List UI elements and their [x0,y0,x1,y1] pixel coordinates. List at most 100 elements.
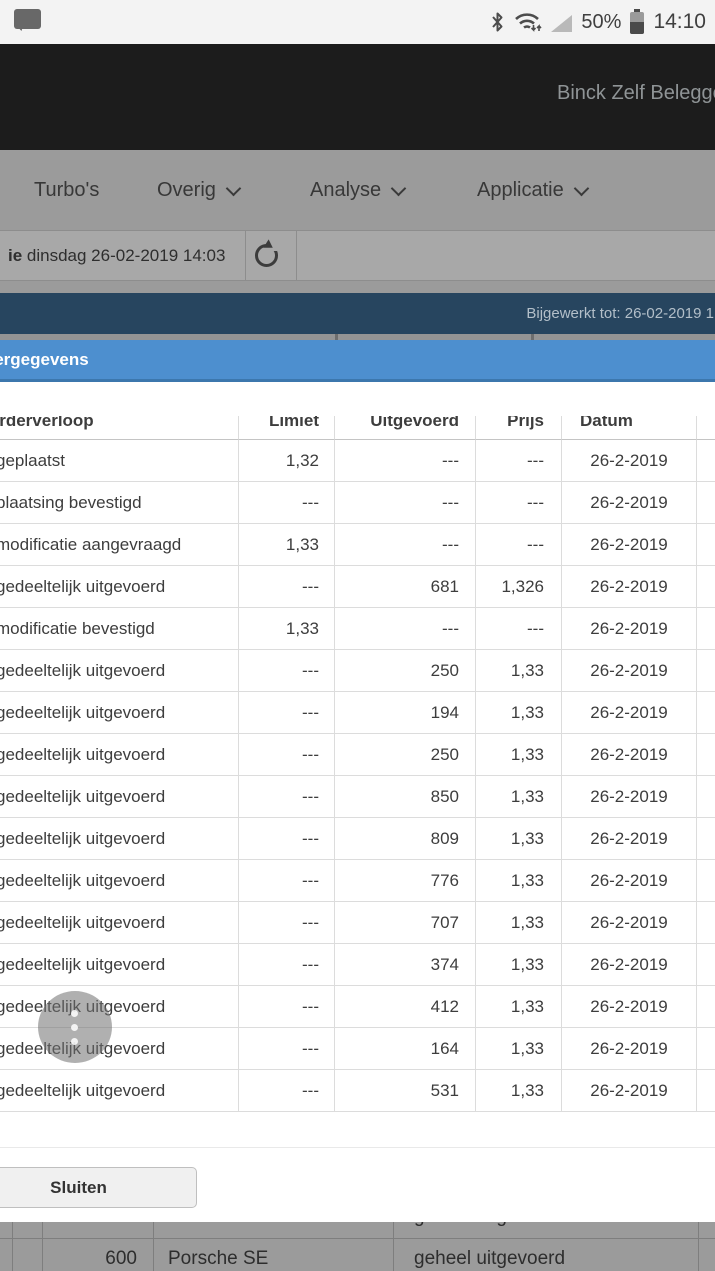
table-cell: 26-2-2019 [562,692,697,734]
table-cell: 26-2-2019 [562,650,697,692]
table-cell: gedeeltelijk uitgevoerd [0,650,239,692]
table-cell: 26-2-2019 [562,1070,697,1112]
table-cell: 250 [335,734,476,776]
column-divider [12,1222,13,1271]
background-partial-row: geheel uitgevoerd [0,1222,715,1238]
modal-body: Orderverloop Limiet Uitgevoerd Prijs Dat… [0,382,715,1222]
order-amount: 600 [105,1248,137,1269]
order-table-header: Orderverloop Limiet Uitgevoerd Prijs Dat… [0,416,715,440]
table-cell: 26-2-2019 [562,986,697,1028]
app-title: Binck Zelf Beleggen [557,82,715,104]
battery-icon [630,9,645,34]
table-cell: 412 [335,986,476,1028]
table-cell: gedeeltelijk uitgevoerd [0,734,239,776]
status-bar: 50% 14:10 [0,0,715,44]
table-cell: 26-2-2019 [562,566,697,608]
table-cell: gedeeltelijk uitgevoerd [0,1028,239,1070]
table-cell: 26-2-2019 [562,524,697,566]
table-cell: 1,33 [239,608,335,650]
table-cell: 26-2-2019 [562,818,697,860]
column-header-orderverloop: Orderverloop [0,416,239,440]
order-table: Orderverloop Limiet Uitgevoerd Prijs Dat… [0,416,715,1112]
table-cell [697,524,715,566]
table-cell: --- [239,776,335,818]
column-header-limiet: Limiet [239,416,335,440]
table-cell: --- [239,734,335,776]
table-cell: --- [335,524,476,566]
table-cell: 26-2-2019 [562,734,697,776]
tick-mark [335,334,338,340]
assistive-touch-button[interactable] [38,991,112,1063]
session-date-bold: ie [8,246,23,265]
table-cell [697,1028,715,1070]
table-cell: 26-2-2019 [562,1028,697,1070]
table-cell: --- [239,902,335,944]
refresh-icon[interactable] [255,242,278,267]
session-date-text: ie dinsdag 26-02-2019 14:03 [8,231,225,280]
nav-item-applicatie[interactable]: Applicatie [477,150,589,230]
table-cell: --- [239,482,335,524]
message-notification-icon [14,9,41,29]
column-header-datum: Datum [562,416,697,440]
table-cell: --- [239,860,335,902]
column-header-extra [697,416,715,440]
table-cell [697,986,715,1028]
table-cell: 1,33 [476,860,562,902]
modal-header-edge [0,379,715,382]
table-cell: 1,33 [476,650,562,692]
chevron-down-icon [390,180,407,196]
table-cell: gedeeltelijk uitgevoerd [0,776,239,818]
nav-item-analyse[interactable]: Analyse [310,150,407,230]
table-cell: --- [335,608,476,650]
table-cell: 531 [335,1070,476,1112]
dim-strip [0,281,715,293]
wifi-icon [515,13,542,32]
table-cell: --- [239,692,335,734]
table-cell: 707 [335,902,476,944]
table-row: gedeeltelijk uitgevoerd --- 250 1,33 26-2-20… [0,650,715,692]
table-cell: 1,33 [476,692,562,734]
table-row: gedeeltelijk uitgevoerd --- 776 1,33 26-2-20… [0,860,715,902]
table-cell: 164 [335,1028,476,1070]
table-cell: --- [239,1028,335,1070]
table-cell: gedeeltelijk uitgevoerd [0,1070,239,1112]
nav-item-turbos[interactable]: Turbo's [34,150,99,230]
table-cell: 26-2-2019 [562,902,697,944]
table-cell: 1,33 [476,734,562,776]
dot-icon [71,1038,78,1045]
table-cell: plaatsing bevestigd [0,482,239,524]
table-cell: modificatie aangevraagd [0,524,239,566]
order-status: geheel uitgevoerd [414,1222,565,1238]
table-row: gedeeltelijk uitgevoerd --- 250 1,33 26-2-20… [0,734,715,776]
table-cell: gedeeltelijk uitgevoerd [0,566,239,608]
gap-line [0,334,715,340]
table-cell: 850 [335,776,476,818]
table-cell: 26-2-2019 [562,608,697,650]
table-cell: gedeeltelijk uitgevoerd [0,902,239,944]
table-row: gedeeltelijk uitgevoerd --- 194 1,33 26-2-20… [0,692,715,734]
table-cell: 26-2-2019 [562,860,697,902]
table-cell: --- [476,482,562,524]
table-cell: --- [476,524,562,566]
chevron-down-icon [573,180,589,196]
table-cell: 1,33 [239,524,335,566]
nav-item-label: Overig [157,178,216,201]
table-cell [697,650,715,692]
table-cell: --- [335,440,476,482]
table-cell: --- [476,440,562,482]
table-cell: 194 [335,692,476,734]
modal-header: Ordergegevens [0,340,715,379]
divider [296,231,297,280]
table-cell: gedeeltelijk uitgevoerd [0,944,239,986]
table-cell: --- [335,482,476,524]
order-status: geheel uitgevoerd [414,1248,566,1269]
table-cell: 26-2-2019 [562,776,697,818]
table-cell: 26-2-2019 [562,440,697,482]
table-cell: geplaatst [0,440,239,482]
close-button[interactable]: Sluiten [0,1167,197,1208]
nav-item-overig[interactable]: Overig [157,150,242,230]
table-cell [697,776,715,818]
column-divider [42,1222,43,1271]
table-row: gedeeltelijk uitgevoerd --- 850 1,33 26-2-20… [0,776,715,818]
